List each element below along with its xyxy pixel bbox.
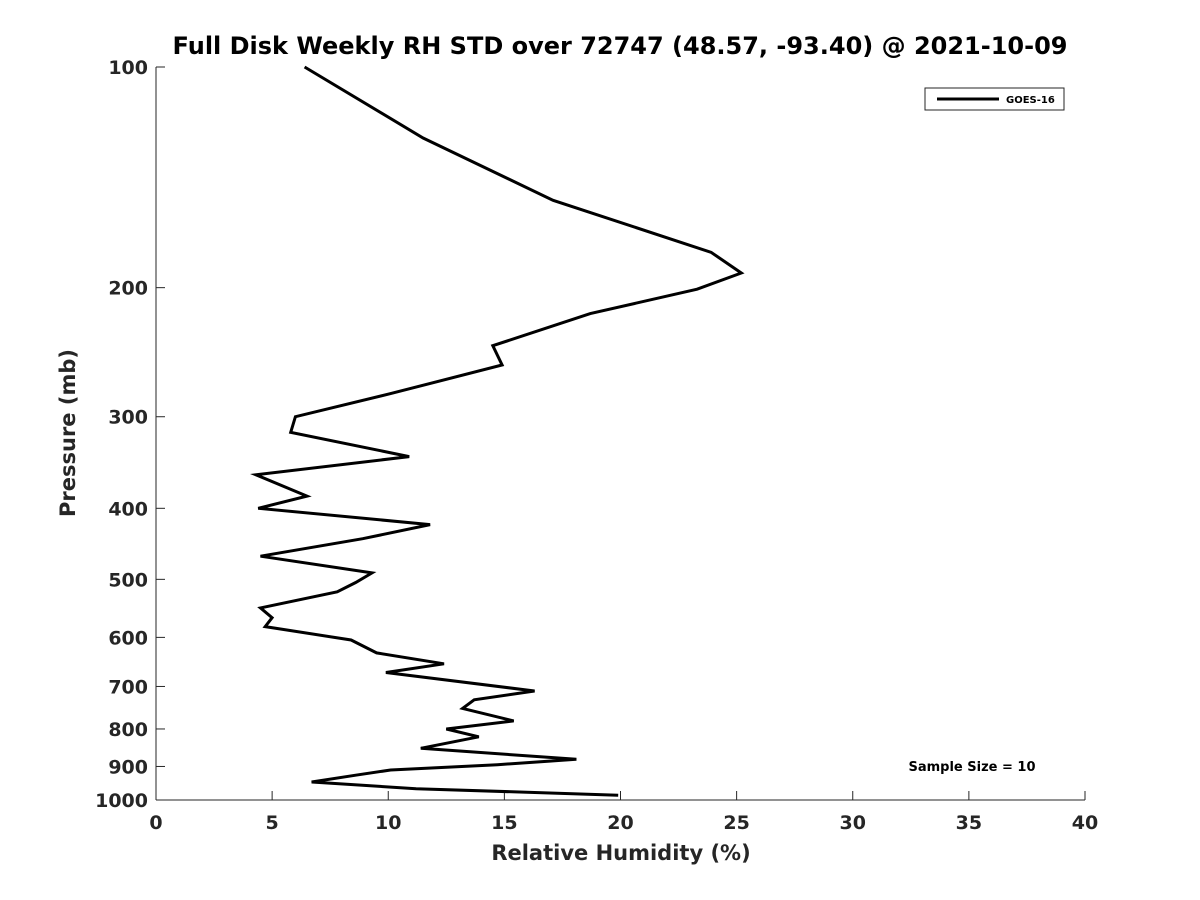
- x-tick-label: 5: [266, 812, 279, 834]
- chart-title: Full Disk Weekly RH STD over 72747 (48.5…: [173, 32, 1068, 60]
- series-line-goes-16: [250, 65, 745, 797]
- y-tick-label: 600: [108, 627, 148, 649]
- x-tick-label: 35: [956, 812, 982, 834]
- y-tick-label: 200: [108, 278, 148, 300]
- sample-size-annotation: Sample Size = 10: [908, 760, 1035, 775]
- x-tick-label: 15: [491, 812, 517, 834]
- x-tick-label: 20: [607, 812, 633, 834]
- y-tick-label: 1000: [95, 790, 148, 812]
- y-tick-label: 300: [108, 407, 148, 429]
- y-tick-label: 700: [108, 676, 148, 698]
- y-axis-label: Pressure (mb): [56, 349, 80, 517]
- y-tick-label: 400: [108, 498, 148, 520]
- y-axis-ticks: 100 200 300 400 500 600 700 800 900 1000: [95, 57, 165, 812]
- series-layer: [250, 65, 745, 797]
- x-axis-label: Relative Humidity (%): [491, 841, 750, 865]
- y-tick-label: 500: [108, 569, 148, 591]
- x-tick-label: 0: [149, 812, 162, 834]
- x-axis-ticks: 0 5 10 15 20 25 30 35 40: [149, 791, 1098, 834]
- y-tick-label: 100: [108, 57, 148, 79]
- legend: GOES-16: [924, 87, 1065, 111]
- x-tick-label: 40: [1072, 812, 1098, 834]
- y-tick-label: 900: [108, 756, 148, 778]
- x-tick-label: 25: [723, 812, 749, 834]
- legend-entry-goes-16: GOES-16: [1006, 95, 1055, 106]
- x-tick-label: 10: [375, 812, 401, 834]
- y-tick-label: 800: [108, 719, 148, 741]
- x-tick-label: 30: [840, 812, 866, 834]
